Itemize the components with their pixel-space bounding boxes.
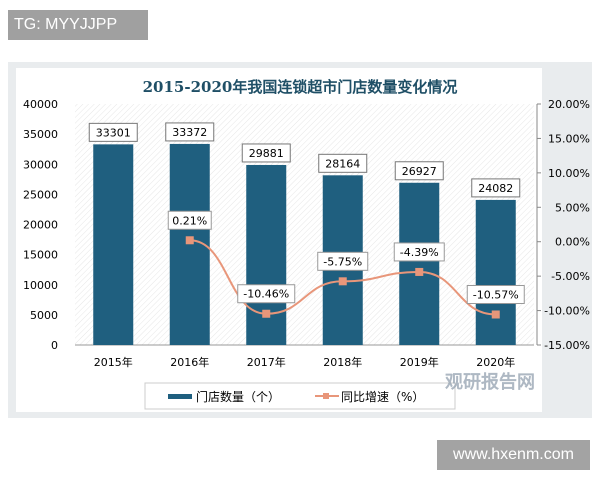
- bar-label-box: [241, 143, 291, 163]
- line-data-label: -5.75%: [323, 255, 362, 268]
- left-tick-label: 40000: [23, 98, 58, 111]
- x-tick-label: 2019年: [400, 355, 439, 369]
- legend: [144, 382, 456, 410]
- left-tick-label: 20000: [23, 219, 58, 232]
- x-tick-label: 2018年: [323, 355, 362, 369]
- line-label-box: [466, 284, 525, 304]
- left-tick-label: 5000: [30, 309, 58, 322]
- left-tick-label: 35000: [23, 128, 58, 141]
- line-marker: [491, 310, 500, 319]
- line-data-label: -10.57%: [473, 288, 519, 301]
- line-marker: [185, 236, 194, 245]
- right-tick-label: 0.00%: [555, 236, 590, 249]
- overlay-label: TG: MYYJJPP: [8, 10, 148, 40]
- line-label-box: [237, 284, 296, 304]
- line-marker: [262, 309, 271, 318]
- x-tick-label: 2016年: [170, 355, 209, 369]
- bar-data-label: 33301: [96, 126, 131, 139]
- line-marker: [338, 277, 347, 286]
- right-tick-label: -10.00%: [544, 305, 590, 318]
- left-tick-label: 0: [51, 339, 58, 352]
- bar-label-box: [471, 178, 521, 198]
- bar: [475, 199, 516, 345]
- line-data-label: 0.21%: [172, 214, 207, 227]
- bar-label-box: [88, 122, 138, 142]
- bar-data-label: 24082: [478, 182, 513, 195]
- left-tick-label: 25000: [23, 188, 58, 201]
- watermark: 观研报告网: [445, 371, 535, 393]
- bar-data-label: 33372: [172, 126, 207, 139]
- bar: [399, 182, 440, 345]
- bar: [93, 144, 134, 345]
- bar: [246, 164, 287, 345]
- site-label: www.hxenm.com: [437, 440, 590, 470]
- right-tick-label: 10.00%: [548, 167, 590, 180]
- bar-data-label: 28164: [325, 157, 360, 170]
- x-tick-label: 2015年: [94, 355, 133, 369]
- growth-line: [189, 239, 496, 316]
- left-tick-label: 15000: [23, 249, 58, 262]
- line-label-box: [167, 210, 212, 230]
- line-data-label: -4.39%: [400, 246, 439, 259]
- line-label-box: [317, 251, 369, 271]
- bar-data-label: 26927: [402, 165, 437, 178]
- right-tick-label: 15.00%: [548, 132, 590, 145]
- line-marker: [415, 267, 424, 276]
- right-tick-label: -5.00%: [551, 270, 590, 283]
- legend-bar-label: 门店数量（个）: [196, 389, 280, 404]
- legend-bar-swatch: [168, 394, 192, 399]
- legend-line-marker: [323, 393, 329, 399]
- right-tick-label: -15.00%: [544, 339, 590, 352]
- left-tick-label: 10000: [23, 279, 58, 292]
- legend-line-label: 同比增速（%）: [341, 390, 424, 404]
- plot-area: [75, 104, 534, 345]
- bar-label-box: [318, 153, 368, 173]
- x-tick-label: 2017年: [247, 355, 286, 369]
- chart-title: 2015-2020年我国连锁超市门店数量变化情况: [143, 78, 458, 96]
- bar-label-box: [394, 161, 444, 181]
- bar-label-box: [165, 122, 215, 142]
- line-label-box: [393, 242, 445, 262]
- bar-data-label: 29881: [249, 147, 284, 160]
- left-tick-label: 30000: [23, 158, 58, 171]
- right-tick-label: 5.00%: [555, 201, 590, 214]
- x-tick-label: 2020年: [476, 355, 515, 369]
- line-data-label: -10.46%: [243, 288, 289, 301]
- right-tick-label: 20.00%: [548, 98, 590, 111]
